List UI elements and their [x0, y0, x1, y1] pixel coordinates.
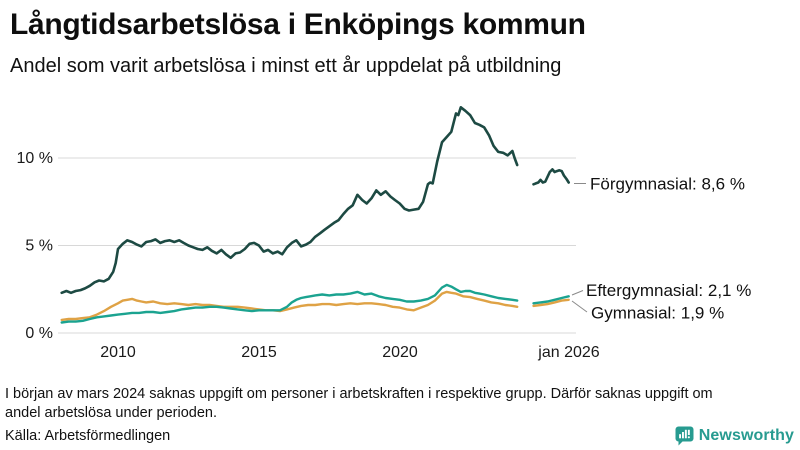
page-title: Långtidsarbetslösa i Enköpings kommun [10, 8, 586, 41]
footnote-line: andel arbetslösa under perioden. [5, 404, 218, 421]
series-line-förgymnasial [532, 168, 571, 186]
footnote: I början av mars 2024 saknas uppgift om … [5, 385, 713, 423]
series-line-eftergymnasial [60, 283, 519, 324]
newsworthy-logo-text: Newsworthy [698, 427, 794, 444]
label-connector-eftergymnasial [571, 290, 584, 296]
x-tick-label: 2010 [100, 344, 136, 361]
y-tick-label: 10 % [17, 150, 53, 167]
series-group [60, 106, 571, 324]
newsworthy-icon [675, 426, 694, 446]
series-end-label-eftergymnasial: Eftergymnasial: 2,1 % [586, 281, 751, 300]
series-end-label-gymnasial: Gymnasial: 1,9 % [591, 304, 724, 323]
y-tick-label: 5 % [25, 238, 53, 255]
y-tick-label: 0 % [25, 325, 53, 342]
x-axis: 2010 2015 2020 jan 2026 [100, 344, 600, 361]
gridlines [58, 157, 576, 334]
x-tick-label: 2020 [382, 344, 418, 361]
x-tick-label: 2015 [241, 344, 277, 361]
y-axis: 10 % 5 % 0 % [17, 150, 53, 342]
label-connector-gymnasial [571, 300, 588, 313]
series-line-eftergymnasial [532, 295, 570, 305]
newsworthy-logo: Newsworthy [675, 426, 794, 446]
series-line-förgymnasial [60, 106, 519, 295]
series-line-gymnasial [532, 298, 570, 308]
series-line-gymnasial [60, 290, 519, 322]
series-end-labels: Förgymnasial: 8,6 % Eftergymnasial: 2,1 … [586, 175, 751, 323]
x-tick-label: jan 2026 [537, 344, 599, 361]
chart-subtitle: Andel som varit arbetslösa i minst ett å… [10, 55, 562, 77]
label-connectors [571, 183, 588, 313]
footnote-line: I början av mars 2024 saknas uppgift om … [5, 386, 713, 402]
series-end-label-forgymnasial: Förgymnasial: 8,6 % [590, 175, 745, 194]
source-note: Källa: Arbetsförmedlingen [5, 428, 171, 444]
